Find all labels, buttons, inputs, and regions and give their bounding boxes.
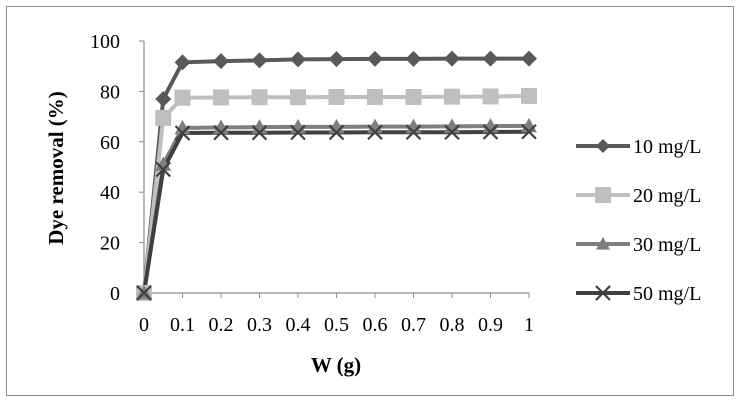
data-point [251,52,268,69]
data-point [405,124,422,141]
data-point [521,50,537,67]
x-tick-label: 0.2 [209,314,234,336]
x-tick-label: 0.8 [440,314,465,336]
y-tick-label: 80 [100,81,120,103]
series-line [142,129,530,294]
data-point [136,285,152,301]
data-point [328,88,345,105]
legend-label: 10 mg/L [633,136,701,158]
legend-item: 10 mg/L [576,136,701,158]
data-point [482,88,499,105]
x-tick-label: 0.5 [324,314,349,336]
x-tick-label: 0.4 [286,314,311,336]
data-point [290,124,306,141]
y-tick-label: 0 [110,283,120,305]
x-tick-label: 0.9 [478,314,503,336]
data-point [482,50,499,67]
legend-label: 20 mg/L [633,185,701,207]
legend-item: 50 mg/L [576,283,701,305]
data-point [155,90,172,107]
data-point [444,50,460,67]
data-point [405,50,422,67]
data-point [521,123,537,140]
chart-frame [6,6,734,396]
y-axis-title: Dye removal (%) [44,91,68,245]
data-point [444,88,460,105]
data-point [328,51,345,68]
data-point [174,54,191,71]
series-line [142,123,530,294]
x-tick-label: 0.7 [401,314,426,336]
data-point [596,139,610,153]
x-axis-title: W (g) [311,353,361,377]
x-tick-label: 0 [139,314,149,336]
legend: 10 mg/L 20 mg/L 30 mg/L 50 mg/L [576,136,701,305]
data-point [174,89,191,106]
data-point [405,88,422,105]
data-point [213,124,229,141]
legend-label: 30 mg/L [633,234,701,256]
data-point [595,285,611,301]
data-point [155,109,172,126]
data-point [174,119,191,135]
x-tick-label: 1 [524,314,534,336]
data-point [213,53,229,70]
data-point [367,50,383,67]
data-point [155,161,172,178]
x-tick-label: 0.3 [247,314,272,336]
legend-item: 20 mg/L [576,185,701,207]
data-point [596,237,610,250]
y-tick-label: 40 [100,182,120,204]
legend-label: 50 mg/L [633,283,701,305]
data-point [174,125,191,141]
data-point [290,51,306,68]
data-point [251,89,268,106]
legend-item: 30 mg/L [576,234,701,256]
data-point [290,89,306,106]
data-point [367,88,383,105]
y-tick-label: 20 [100,233,120,255]
data-point [482,124,499,140]
data-point [213,89,229,106]
y-tick-label: 60 [100,132,120,154]
data-point [155,156,172,171]
x-tick-label: 0.1 [170,314,195,336]
data-point [328,124,345,141]
data-point [595,187,611,203]
data-point [444,124,460,141]
x-tick-label: 0.6 [363,314,388,336]
data-point [251,124,268,141]
data-point [521,87,537,104]
data-point [367,124,383,141]
y-tick-label: 100 [90,31,120,53]
